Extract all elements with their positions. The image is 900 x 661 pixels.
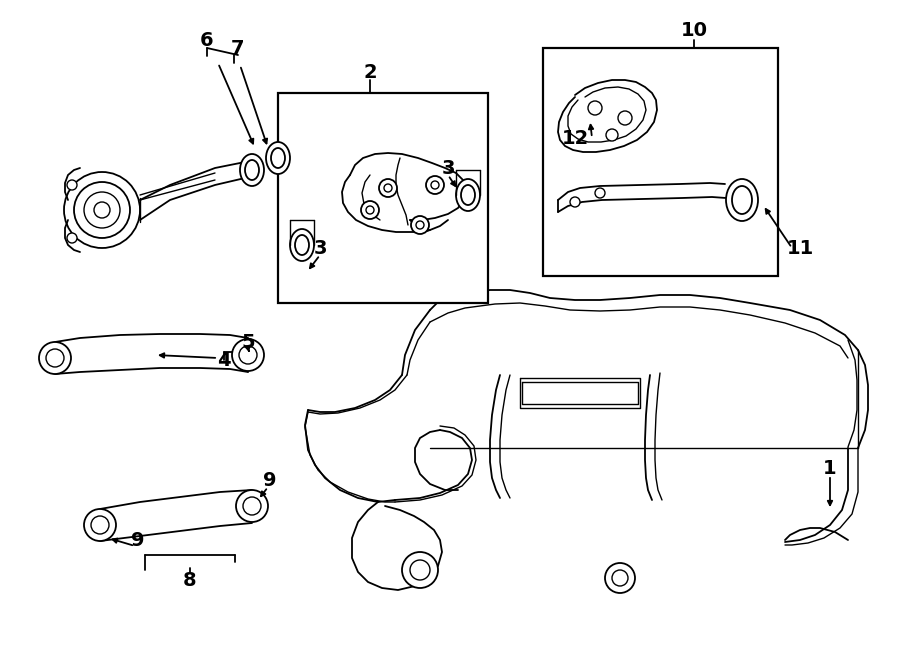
Ellipse shape (726, 179, 758, 221)
Ellipse shape (240, 154, 264, 186)
Text: 5: 5 (241, 332, 255, 352)
Circle shape (84, 509, 116, 541)
Ellipse shape (456, 179, 480, 211)
Circle shape (595, 188, 605, 198)
Text: 9: 9 (263, 471, 277, 490)
Circle shape (67, 180, 77, 190)
Circle shape (411, 216, 429, 234)
Circle shape (74, 182, 130, 238)
Bar (278, 93, 488, 303)
Circle shape (606, 129, 618, 141)
Circle shape (236, 490, 268, 522)
Circle shape (588, 101, 602, 115)
Text: 9: 9 (131, 531, 145, 549)
Text: 7: 7 (231, 38, 245, 58)
Ellipse shape (290, 229, 314, 261)
Text: 2: 2 (364, 63, 377, 81)
Circle shape (618, 111, 632, 125)
Text: 10: 10 (680, 20, 707, 40)
Circle shape (402, 552, 438, 588)
Circle shape (232, 339, 264, 371)
Text: 3: 3 (313, 239, 327, 258)
Text: 12: 12 (562, 128, 589, 147)
Bar (543, 48, 778, 276)
Circle shape (605, 563, 635, 593)
Circle shape (426, 176, 444, 194)
Circle shape (570, 197, 580, 207)
Text: 3: 3 (441, 159, 454, 178)
Text: 1: 1 (824, 459, 837, 477)
Circle shape (39, 342, 71, 374)
Text: 8: 8 (184, 570, 197, 590)
Circle shape (379, 179, 397, 197)
Text: 6: 6 (200, 30, 214, 50)
Circle shape (361, 201, 379, 219)
Ellipse shape (266, 142, 290, 174)
Text: 11: 11 (787, 239, 814, 258)
Text: 4: 4 (217, 350, 230, 369)
Circle shape (67, 233, 77, 243)
